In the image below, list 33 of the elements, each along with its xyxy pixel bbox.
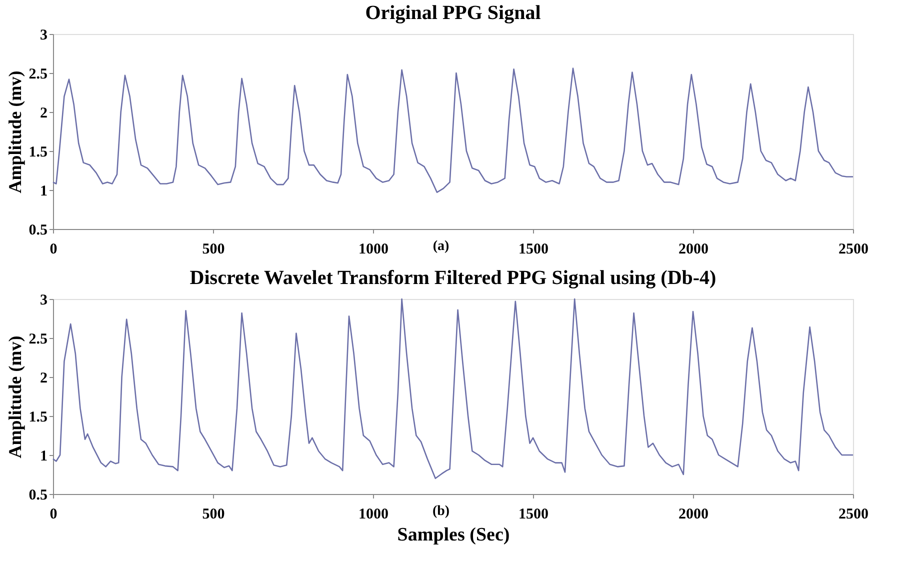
chart-title: Discrete Wavelet Transform Filtered PPG Signal using (Db-4) bbox=[190, 267, 716, 289]
y-tick-label: 2.5 bbox=[28, 66, 48, 82]
x-tick-label: 2500 bbox=[838, 506, 868, 522]
y-tick-label: 3 bbox=[40, 28, 48, 44]
text: (b) bbox=[432, 504, 450, 519]
x-tick-label: 1000 bbox=[358, 242, 388, 258]
x-tick-label: 500 bbox=[202, 242, 225, 258]
x-tick-label: 1500 bbox=[518, 242, 548, 258]
x-tick-label: 2500 bbox=[838, 242, 868, 258]
y-tick-label: 3 bbox=[40, 292, 48, 308]
y-tick-label: 1 bbox=[40, 184, 48, 200]
x-axis-title: Samples (Sec) bbox=[397, 524, 510, 546]
chart-title: Original PPG Signal bbox=[365, 2, 542, 24]
x-tick-label: 2000 bbox=[678, 506, 708, 522]
x-tick-label: 1500 bbox=[518, 506, 548, 522]
y-tick-label: 0.5 bbox=[28, 222, 48, 238]
x-tick-label: 500 bbox=[202, 506, 225, 522]
y-tick-label: 1 bbox=[40, 448, 48, 464]
y-tick-label: 1.5 bbox=[28, 144, 48, 160]
x-tick-label: 0 bbox=[50, 242, 58, 258]
y-axis-title: Amplitude (mv) bbox=[4, 336, 25, 458]
line-series bbox=[52, 68, 854, 193]
y-tick-label: 0.5 bbox=[28, 488, 48, 504]
y-axis-title: Amplitude (mv) bbox=[4, 70, 25, 194]
y-tick-label: 2 bbox=[40, 106, 48, 122]
x-tick-label: 1000 bbox=[358, 506, 388, 522]
text: (a) bbox=[432, 239, 450, 254]
y-tick-label: 2.5 bbox=[28, 332, 48, 348]
x-tick-label: 2000 bbox=[678, 242, 708, 258]
line-series bbox=[52, 298, 854, 480]
y-tick-label: 2 bbox=[40, 370, 48, 386]
y-tick-label: 1.5 bbox=[28, 410, 48, 426]
x-tick-label: 0 bbox=[50, 506, 58, 522]
